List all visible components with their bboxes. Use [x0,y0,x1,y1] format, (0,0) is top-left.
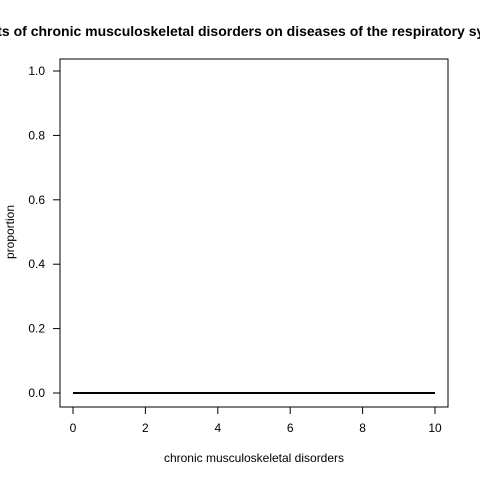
x-tick-label: 6 [287,421,294,435]
x-tick-label: 0 [70,421,77,435]
x-axis-label: chronic musculoskeletal disorders [164,451,344,465]
x-tick-label: 8 [359,421,366,435]
y-axis-label: proportion [3,205,17,259]
y-tick-label: 0.8 [28,128,45,142]
chart-title: Effects of chronic musculoskeletal disor… [0,23,480,39]
x-axis: 0 2 4 6 8 10 [70,406,442,435]
x-tick-label: 4 [214,421,221,435]
plot-frame [59,58,449,408]
y-tick-label: 0.2 [28,322,45,336]
y-axis: 0.0 0.2 0.4 0.6 0.8 1.0 [28,64,61,400]
x-tick-label: 2 [142,421,149,435]
y-tick-label: 1.0 [28,64,45,78]
x-tick-label: 10 [428,421,442,435]
y-tick-label: 0.4 [28,257,45,271]
y-tick-label: 0.0 [28,386,45,400]
y-tick-label: 0.6 [28,193,45,207]
